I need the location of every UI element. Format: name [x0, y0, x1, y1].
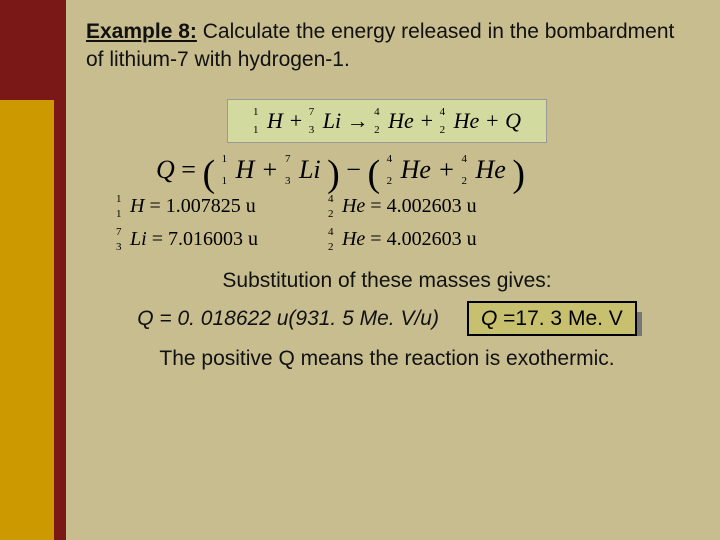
masses-col-reactants: 11H = 1.007825 u 73Li = 7.016003 u	[116, 195, 258, 251]
heading-lead: Example 8:	[86, 20, 197, 43]
q-nuc-he2: 42He	[461, 155, 505, 185]
slide: Example 8: Calculate the energy released…	[0, 0, 720, 540]
nuclide-li: 73Li	[309, 108, 341, 134]
sidebar	[0, 0, 54, 540]
masses: 11H = 1.007825 u 73Li = 7.016003 u 42He …	[116, 195, 688, 251]
masses-col-products: 42He = 4.002603 u 42He = 4.002603 u	[328, 195, 477, 251]
q-nuc-h: 11H	[222, 155, 255, 185]
nuclide-he2: 42He	[440, 108, 480, 134]
edge-strip	[54, 0, 66, 540]
q-equation: Q = ( 11H + 73Li ) − ( 42He + 42He )	[156, 155, 688, 186]
substitution-text: Substitution of these masses gives:	[86, 269, 688, 293]
nuclide-h: 11H	[253, 108, 283, 134]
reaction-box: 11H + 73Li → 42He + 42He + Q	[227, 99, 547, 143]
mass-li: 73Li = 7.016003 u	[116, 228, 258, 251]
sidebar-top	[0, 0, 54, 100]
result-row: Q = 0. 018622 u(931. 5 Me. V/u) Q =17. 3…	[86, 307, 688, 331]
conclusion: The positive Q means the reaction is exo…	[86, 347, 688, 371]
answer-front: Q =17. 3 Me. V	[467, 301, 637, 336]
reaction-equation: 11H + 73Li → 42He + 42He + Q	[253, 108, 521, 133]
mass-he2: 42He = 4.002603 u	[328, 228, 477, 251]
q-nuc-he1: 42He	[387, 155, 431, 185]
q-nuc-li: 73Li	[285, 155, 321, 185]
nuclide-he1: 42He	[374, 108, 414, 134]
mass-h: 11H = 1.007825 u	[116, 195, 258, 218]
answer-box: Q =17. 3 Me. V	[467, 307, 637, 331]
main-content: Example 8: Calculate the energy released…	[66, 0, 720, 540]
heading: Example 8: Calculate the energy released…	[86, 18, 688, 75]
mass-he1: 42He = 4.002603 u	[328, 195, 477, 218]
q-numeric: Q = 0. 018622 u(931. 5 Me. V/u)	[137, 307, 439, 331]
sidebar-bottom	[0, 100, 54, 540]
